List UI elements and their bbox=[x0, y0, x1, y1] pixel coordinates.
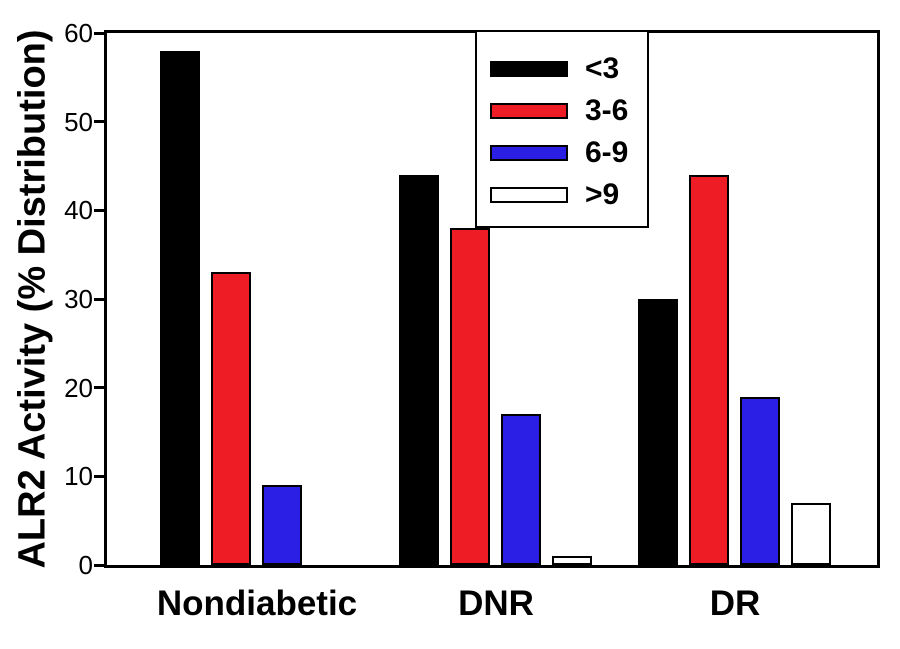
legend-swatch-lt3 bbox=[490, 61, 568, 77]
y-tick-label-60: 60 bbox=[64, 18, 93, 48]
x-label-dr: DR bbox=[709, 584, 761, 623]
y-tick-60 bbox=[94, 32, 104, 35]
legend: <3 3-6 6-9 >9 bbox=[475, 30, 649, 228]
y-tick-label-20: 20 bbox=[64, 373, 93, 403]
bar-nondiabetic-3-6 bbox=[211, 272, 251, 565]
bar-dr-lt3 bbox=[638, 299, 678, 565]
legend-swatch-3-6 bbox=[490, 103, 568, 119]
legend-row-3-6: 3-6 bbox=[477, 90, 647, 132]
bar-nondiabetic-6-9 bbox=[262, 485, 302, 565]
y-tick-50 bbox=[94, 120, 104, 123]
bar-dnr-6-9 bbox=[501, 414, 541, 565]
legend-row-lt3: <3 bbox=[477, 48, 647, 90]
bar-dnr-lt3 bbox=[399, 175, 439, 565]
y-tick-label-50: 50 bbox=[64, 107, 93, 137]
bar-dnr-3-6 bbox=[450, 228, 490, 565]
bar-nondiabetic-lt3 bbox=[160, 51, 200, 565]
y-tick-label-10: 10 bbox=[64, 461, 93, 491]
y-tick-30 bbox=[94, 298, 104, 301]
legend-swatch-gt9 bbox=[490, 187, 568, 203]
y-tick-label-0: 0 bbox=[78, 550, 93, 580]
x-label-dnr: DNR bbox=[458, 584, 534, 623]
y-tick-40 bbox=[94, 209, 104, 212]
bar-dr-6-9 bbox=[740, 397, 780, 565]
x-label-nondiabetic: Nondiabetic bbox=[156, 584, 358, 623]
bar-dr-gt9 bbox=[791, 503, 831, 565]
legend-row-6-9: 6-9 bbox=[477, 132, 647, 174]
y-tick-0 bbox=[94, 564, 104, 567]
legend-label-3-6: 3-6 bbox=[585, 94, 629, 127]
y-tick-20 bbox=[94, 386, 104, 389]
legend-swatch-6-9 bbox=[490, 145, 568, 161]
y-tick-label-40: 40 bbox=[64, 195, 93, 225]
y-tick-label-30: 30 bbox=[64, 284, 93, 314]
legend-label-lt3: <3 bbox=[585, 52, 620, 85]
bar-dr-3-6 bbox=[689, 175, 729, 565]
y-tick-10 bbox=[94, 475, 104, 478]
legend-label-gt9: >9 bbox=[585, 178, 620, 211]
legend-label-6-9: 6-9 bbox=[585, 136, 629, 169]
legend-row-gt9: >9 bbox=[477, 174, 647, 216]
bar-dnr-gt9 bbox=[552, 556, 592, 565]
